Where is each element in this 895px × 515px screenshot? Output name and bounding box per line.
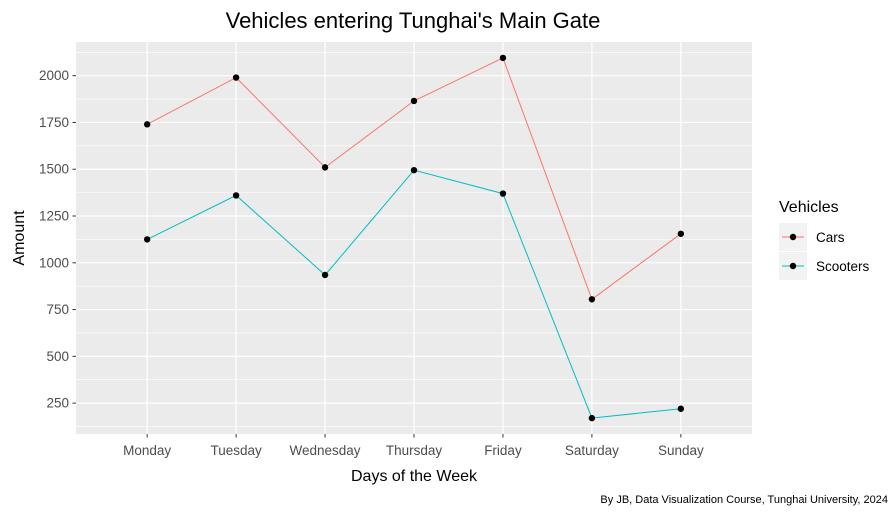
data-point-scooters: [588, 414, 596, 422]
y-tick-label: 2000: [39, 68, 69, 83]
data-point-scooters: [321, 271, 329, 279]
x-tick-label: Wednesday: [290, 443, 361, 458]
y-axis: 250 500 750 1000 1250 1500 1750 2000: [39, 68, 76, 411]
data-point-cars: [232, 74, 240, 81]
caption: By JB, Data Visualization Course, Tungha…: [600, 494, 888, 506]
data-point-cars: [677, 230, 685, 237]
y-tick-label: 1000: [39, 255, 69, 270]
x-tick-label: Tuesday: [210, 443, 262, 458]
data-point-scooters: [499, 190, 507, 197]
y-tick-label: 500: [46, 349, 69, 364]
x-tick-label: Saturday: [565, 443, 619, 458]
chart-title: Vehicles entering Tunghai's Main Gate: [226, 8, 601, 33]
x-axis-title: Days of the Week: [351, 468, 478, 485]
y-tick-label: 250: [46, 396, 69, 411]
x-tick-label: Monday: [123, 443, 171, 458]
legend: Vehicles Cars Scooters: [779, 199, 870, 280]
legend-title: Vehicles: [779, 199, 839, 216]
x-axis: Monday Tuesday Wednesday Thursday Friday Satu…: [123, 434, 704, 458]
data-point-cars: [143, 121, 151, 128]
data-point-scooters: [232, 192, 240, 199]
y-tick-label: 1750: [39, 115, 69, 130]
legend-keys: Cars Scooters: [779, 223, 870, 280]
data-point-cars: [588, 296, 596, 303]
data-point-cars: [499, 54, 507, 62]
data-point-scooters: [410, 166, 418, 174]
legend-key-point-scooters: [789, 262, 797, 270]
y-tick-label: 1250: [39, 209, 69, 224]
data-point-cars: [321, 164, 329, 171]
y-tick-label: 750: [46, 302, 69, 317]
x-tick-label: Thursday: [386, 443, 443, 458]
x-tick-label: Sunday: [658, 443, 704, 458]
y-tick-label: 1500: [39, 162, 69, 177]
x-tick-label: Friday: [484, 443, 522, 458]
series-points: [143, 54, 685, 422]
data-point-cars: [410, 97, 418, 105]
legend-key-point-cars: [789, 233, 797, 241]
y-axis-title: Amount: [11, 210, 28, 266]
legend-label-scooters: Scooters: [816, 259, 870, 274]
legend-label-cars: Cars: [816, 230, 845, 245]
data-point-scooters: [677, 405, 685, 412]
data-point-scooters: [143, 236, 151, 243]
